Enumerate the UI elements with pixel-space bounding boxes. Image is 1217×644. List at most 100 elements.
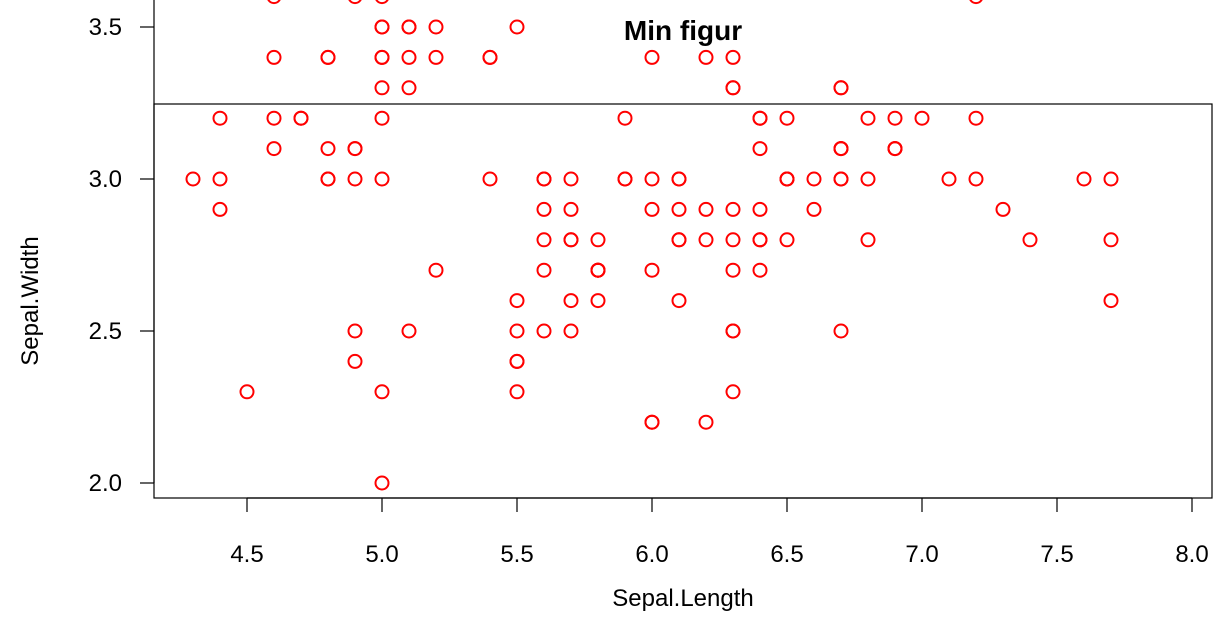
data-point [212,171,228,187]
data-point [212,110,228,126]
data-point [644,49,660,65]
data-point [752,201,768,217]
data-point [590,293,606,309]
data-point [725,232,741,248]
data-point [375,0,389,5]
data-point [267,0,281,5]
data-point [401,323,417,339]
data-point [887,110,903,126]
data-point [779,171,795,187]
data-point [617,171,633,187]
data-point [590,232,606,248]
data-point [590,262,606,278]
data-point [509,293,525,309]
data-point [725,323,741,339]
data-point [725,201,741,217]
data-point [752,110,768,126]
data-point [887,141,903,157]
data-point [239,384,255,400]
data-point [320,171,336,187]
data-point [617,110,633,126]
x-axis-label: Sepal.Length [612,585,753,612]
data-point [752,262,768,278]
x-tick-label: 7.5 [1040,541,1073,568]
data-point [536,262,552,278]
data-point [320,49,336,65]
data-point [347,353,363,369]
data-point [536,171,552,187]
data-point [833,323,849,339]
data-point [348,0,362,5]
y-tick-label: 2.0 [89,470,122,497]
data-point [968,110,984,126]
data-point [509,353,525,369]
data-point [482,49,498,65]
data-point [536,201,552,217]
data-point [671,232,687,248]
data-point [806,201,822,217]
data-point [347,323,363,339]
data-point [914,110,930,126]
data-point [374,110,390,126]
data-point [671,201,687,217]
y-axis-label: Sepal.Width [17,236,44,365]
data-point [536,323,552,339]
data-point [995,201,1011,217]
data-point [833,171,849,187]
data-point [644,414,660,430]
data-point [374,19,390,35]
data-point [266,141,282,157]
data-point [563,293,579,309]
data-point [644,171,660,187]
x-tick-label: 5.5 [500,541,533,568]
data-point [266,49,282,65]
data-point [941,171,957,187]
y-axis: 2.02.53.03.54.0 [89,0,155,497]
data-point [1103,171,1119,187]
x-tick-label: 6.0 [635,541,668,568]
data-point [725,80,741,96]
data-point [1022,232,1038,248]
data-point [374,49,390,65]
data-point [752,232,768,248]
data-point [779,110,795,126]
data-point [374,384,390,400]
data-point [320,141,336,157]
data-point [698,414,714,430]
points-layer [185,0,1119,491]
data-point [833,141,849,157]
data-point [563,232,579,248]
data-point [969,0,983,5]
x-tick-label: 4.5 [230,541,263,568]
data-point [482,171,498,187]
data-point [185,171,201,187]
data-point [509,19,525,35]
data-point [428,262,444,278]
data-point [860,232,876,248]
data-point [644,262,660,278]
data-point [698,232,714,248]
data-point [563,171,579,187]
data-point [725,49,741,65]
data-point [698,49,714,65]
data-point [401,19,417,35]
y-tick-label: 2.5 [89,318,122,345]
x-axis: 4.5 5.0 5.5 6.0 6.5 7.0 7.5 8.0 [230,497,1209,568]
data-point [563,323,579,339]
x-tick-label: 5.0 [365,541,398,568]
x-tick-label: 7.0 [905,541,938,568]
data-point [536,232,552,248]
data-point [833,80,849,96]
x-tick-label: 8.0 [1175,541,1208,568]
data-point [401,49,417,65]
data-point [428,19,444,35]
data-point [374,475,390,491]
data-point [1103,232,1119,248]
data-point [563,201,579,217]
data-point [1103,293,1119,309]
data-point [374,171,390,187]
data-point [266,110,282,126]
data-point [779,232,795,248]
data-point [860,171,876,187]
